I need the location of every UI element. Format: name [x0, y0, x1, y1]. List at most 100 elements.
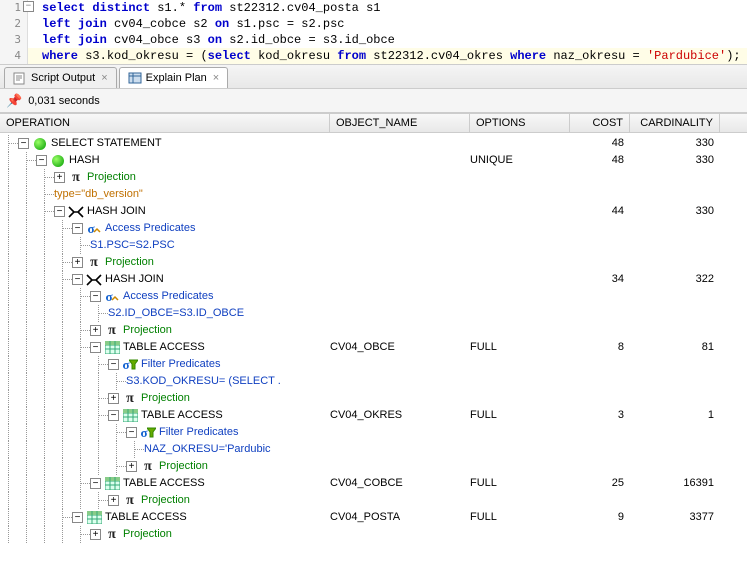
- col-cardinality[interactable]: CARDINALITY: [630, 114, 720, 132]
- projection-icon: π: [122, 391, 138, 407]
- cell-cardinality: 1: [630, 407, 720, 424]
- close-icon[interactable]: ×: [213, 72, 219, 84]
- plan-icon: [128, 71, 142, 85]
- col-operation[interactable]: OPERATION: [0, 114, 330, 132]
- tree-toggle[interactable]: +: [108, 495, 119, 506]
- plan-row[interactable]: +πProjection: [0, 390, 747, 407]
- tree-toggle[interactable]: +: [90, 529, 101, 540]
- plan-row[interactable]: −σFilter Predicates: [0, 424, 747, 441]
- tree-toggle[interactable]: −: [126, 427, 137, 438]
- tree-toggle[interactable]: −: [108, 410, 119, 421]
- tab-label: Explain Plan: [146, 72, 207, 84]
- node-label: HASH: [69, 152, 100, 169]
- close-icon[interactable]: ×: [101, 72, 107, 84]
- plan-row[interactable]: S2.ID_OBCE=S3.ID_OBCE: [0, 305, 747, 322]
- tree-toggle[interactable]: −: [36, 155, 47, 166]
- line-gutter: 2: [0, 16, 28, 32]
- plan-row[interactable]: −TABLE ACCESSCV04_OKRESFULL31: [0, 407, 747, 424]
- tree-toggle[interactable]: +: [126, 461, 137, 472]
- pin-icon[interactable]: 📌: [6, 93, 22, 109]
- tree-toggle[interactable]: +: [54, 172, 65, 183]
- plan-row[interactable]: +πProjection: [0, 169, 747, 186]
- tree-toggle[interactable]: −: [90, 342, 101, 353]
- plan-row[interactable]: +πProjection: [0, 526, 747, 543]
- statement-icon: [32, 136, 48, 152]
- plan-row[interactable]: +πProjection: [0, 492, 747, 509]
- cell-options: FULL: [470, 339, 570, 356]
- plan-row[interactable]: +πProjection: [0, 254, 747, 271]
- cell-cost: 9: [570, 509, 630, 526]
- projection-icon: π: [122, 493, 138, 509]
- col-object[interactable]: OBJECT_NAME: [330, 114, 470, 132]
- node-label: SELECT STATEMENT: [51, 135, 162, 152]
- cell-cost: 34: [570, 271, 630, 288]
- node-label: Access Predicates: [105, 220, 195, 237]
- plan-row[interactable]: +πProjection: [0, 322, 747, 339]
- node-label: Projection: [123, 322, 172, 339]
- plan-row[interactable]: type="db_version": [0, 186, 747, 203]
- plan-row[interactable]: −TABLE ACCESSCV04_COBCEFULL2516391: [0, 475, 747, 492]
- tree-toggle[interactable]: −: [72, 512, 83, 523]
- predicate-icon: σ: [86, 221, 102, 237]
- sql-editor[interactable]: 1−select distinct s1.* from st22312.cv04…: [0, 0, 747, 65]
- plan-row[interactable]: S3.KOD_OKRESU= (SELECT .: [0, 373, 747, 390]
- plan-row[interactable]: −SELECT STATEMENT48330: [0, 135, 747, 152]
- sql-line: left join cv04_obce s3 on s2.id_obce = s…: [28, 32, 395, 48]
- grid-header: OPERATION OBJECT_NAME OPTIONS COST CARDI…: [0, 113, 747, 133]
- col-cost[interactable]: COST: [570, 114, 630, 132]
- tree-toggle[interactable]: −: [108, 359, 119, 370]
- tab-explain-plan[interactable]: Explain Plan ×: [119, 67, 229, 88]
- cell-cost: 25: [570, 475, 630, 492]
- statement-icon: [50, 153, 66, 169]
- cell-object: CV04_POSTA: [330, 509, 470, 526]
- col-options[interactable]: OPTIONS: [470, 114, 570, 132]
- plan-row[interactable]: +πProjection: [0, 458, 747, 475]
- plan-tree[interactable]: −SELECT STATEMENT48330−HASHUNIQUE48330+π…: [0, 133, 747, 545]
- cell-cost: 44: [570, 203, 630, 220]
- node-label: Projection: [159, 458, 208, 475]
- plan-row[interactable]: −σFilter Predicates: [0, 356, 747, 373]
- node-label: S2.ID_OBCE=S3.ID_OBCE: [108, 305, 244, 322]
- plan-row[interactable]: −σAccess Predicates: [0, 220, 747, 237]
- cell-cardinality: 16391: [630, 475, 720, 492]
- tree-toggle[interactable]: +: [108, 393, 119, 404]
- node-label: Filter Predicates: [159, 424, 238, 441]
- cell-cardinality: 330: [630, 135, 720, 152]
- tree-toggle[interactable]: −: [72, 274, 83, 285]
- node-label: Projection: [87, 169, 136, 186]
- plan-row[interactable]: −σAccess Predicates: [0, 288, 747, 305]
- sql-line: select distinct s1.* from st22312.cv04_p…: [28, 0, 381, 16]
- plan-row[interactable]: S1.PSC=S2.PSC: [0, 237, 747, 254]
- elapsed-label: 0,031 seconds: [28, 95, 100, 107]
- plan-row[interactable]: −HASH JOIN34322: [0, 271, 747, 288]
- plan-row[interactable]: − HASH JOIN 44330: [0, 203, 747, 220]
- cell-cardinality: 81: [630, 339, 720, 356]
- tree-toggle[interactable]: −: [72, 223, 83, 234]
- explain-plan-grid: OPERATION OBJECT_NAME OPTIONS COST CARDI…: [0, 113, 747, 545]
- tree-toggle[interactable]: +: [72, 257, 83, 268]
- tree-toggle[interactable]: −: [18, 138, 29, 149]
- node-label: TABLE ACCESS: [123, 475, 205, 492]
- plan-row[interactable]: −HASHUNIQUE48330: [0, 152, 747, 169]
- table-icon: [122, 408, 138, 424]
- line-gutter: 4: [0, 48, 28, 64]
- tab-script-output[interactable]: Script Output×: [4, 67, 117, 88]
- tree-toggle[interactable]: −: [90, 478, 101, 489]
- tree-toggle[interactable]: −: [54, 206, 65, 217]
- node-label: TABLE ACCESS: [123, 339, 205, 356]
- cell-cardinality: 3377: [630, 509, 720, 526]
- fold-toggle[interactable]: −: [23, 1, 34, 12]
- node-label: TABLE ACCESS: [141, 407, 223, 424]
- plan-row[interactable]: −TABLE ACCESSCV04_OBCEFULL881: [0, 339, 747, 356]
- plan-row[interactable]: −TABLE ACCESSCV04_POSTAFULL93377: [0, 509, 747, 526]
- node-label: Projection: [105, 254, 154, 271]
- output-tabs: Script Output× Explain Plan ×: [0, 65, 747, 89]
- tree-toggle[interactable]: −: [90, 291, 101, 302]
- cell-cardinality: 330: [630, 203, 720, 220]
- node-label: Filter Predicates: [141, 356, 220, 373]
- tree-toggle[interactable]: +: [90, 325, 101, 336]
- node-label: HASH JOIN: [87, 203, 146, 220]
- plan-row[interactable]: NAZ_OKRESU='Pardubic: [0, 441, 747, 458]
- node-label: Access Predicates: [123, 288, 213, 305]
- node-label: HASH JOIN: [105, 271, 164, 288]
